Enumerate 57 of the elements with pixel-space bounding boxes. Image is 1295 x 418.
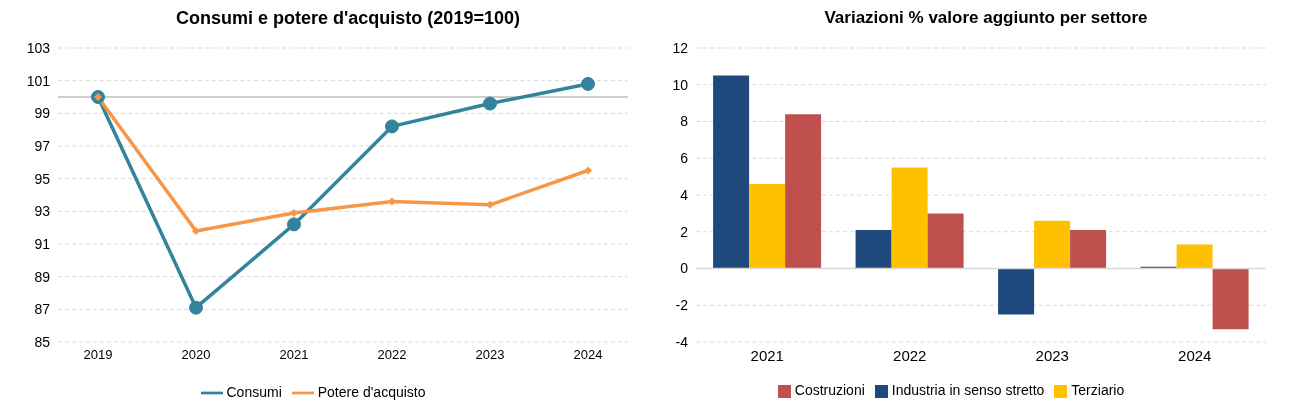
bar	[891, 167, 928, 269]
bar	[1034, 220, 1071, 269]
point	[584, 166, 592, 175]
bar	[1212, 268, 1249, 330]
y-tick-label: 2	[680, 223, 689, 240]
bar	[785, 114, 822, 269]
point	[287, 217, 301, 232]
x-tick-label: 2023	[475, 347, 505, 363]
y-tick-label: 87	[34, 301, 51, 318]
y-tick-label: 91	[34, 235, 51, 252]
x-tick-label: 2022	[893, 346, 927, 364]
x-tick-label: 2021	[279, 347, 309, 363]
y-tick-label: 10	[672, 76, 689, 93]
bar	[1176, 244, 1213, 269]
point	[581, 76, 595, 91]
bar	[749, 183, 786, 269]
point	[290, 208, 298, 217]
x-tick-label: 2024	[573, 347, 603, 363]
y-tick-label: 6	[680, 150, 689, 167]
bar	[713, 75, 750, 269]
y-tick-label: 85	[34, 333, 51, 350]
y-tick-label: 0	[680, 260, 689, 277]
x-tick-label: 2024	[1178, 346, 1212, 364]
point	[388, 197, 396, 206]
legend-label: Terziario	[1071, 382, 1125, 398]
y-tick-label: 89	[34, 268, 51, 285]
x-tick-label: 2022	[377, 347, 407, 363]
x-tick-label: 2019	[83, 347, 113, 363]
legend-label: Costruzioni	[794, 382, 865, 398]
point	[192, 226, 200, 235]
y-tick-label: 99	[34, 105, 51, 122]
y-tick-label: -4	[675, 333, 689, 350]
y-tick-label: 97	[34, 137, 51, 154]
legend-label: Potere d'acquisto	[317, 383, 426, 400]
legend-label: Industria in senso stretto	[891, 382, 1045, 398]
bar	[927, 213, 964, 269]
y-tick-label: 4	[680, 186, 689, 203]
bar	[998, 268, 1035, 315]
y-tick-label: 93	[34, 203, 51, 220]
point	[385, 119, 399, 134]
chart-title: Consumi e potere d'acquisto (2019=100)	[175, 8, 521, 30]
x-tick-label: 2020	[181, 347, 211, 363]
legend-label: Consumi	[226, 383, 282, 400]
y-tick-label: 101	[26, 72, 51, 89]
point	[189, 300, 203, 315]
y-tick-label: 8	[680, 113, 689, 130]
bar	[1070, 229, 1107, 269]
bar	[855, 229, 892, 269]
x-tick-label: 2021	[750, 346, 784, 364]
y-tick-label: 103	[26, 39, 51, 56]
y-tick-label: 12	[672, 39, 689, 56]
y-tick-label: 95	[34, 170, 51, 187]
point	[483, 96, 497, 111]
point	[486, 200, 494, 209]
chart-title: Variazioni % valore aggiunto per settore	[823, 8, 1149, 29]
x-tick-label: 2023	[1035, 346, 1069, 364]
y-tick-label: -2	[675, 297, 689, 314]
